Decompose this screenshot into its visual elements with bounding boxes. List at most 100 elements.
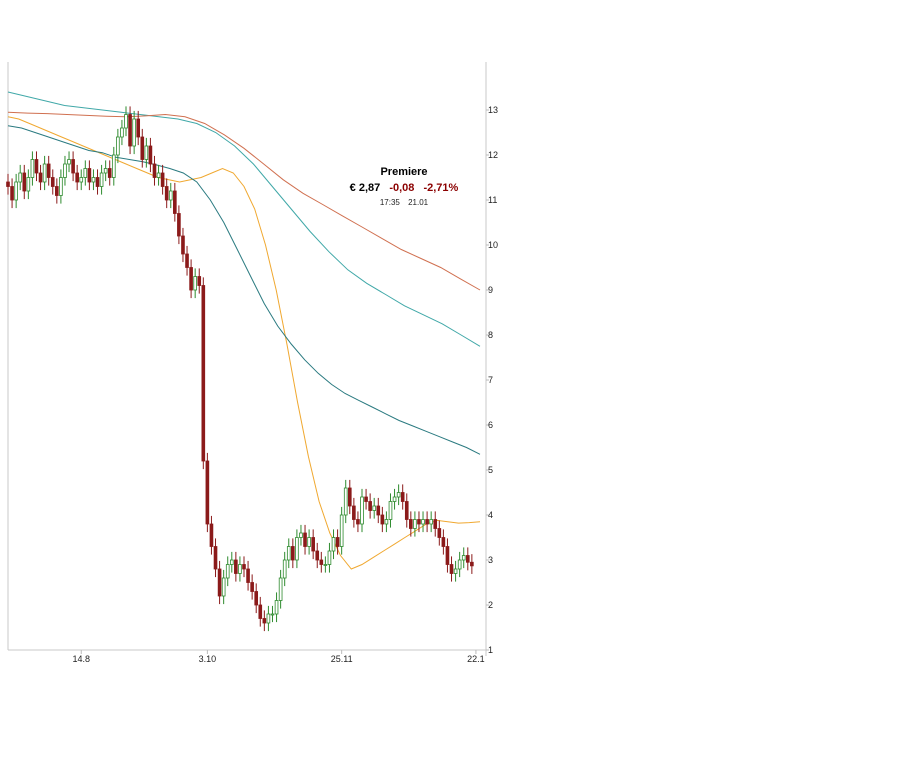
candle-body	[376, 505, 381, 516]
candle-body	[185, 253, 189, 268]
candle-body	[254, 591, 259, 606]
candle-body	[441, 537, 446, 547]
candle-body	[34, 159, 39, 174]
candle-body	[193, 276, 197, 291]
candle-body	[449, 564, 454, 574]
candle-body	[63, 163, 67, 178]
y-tick-label: 2	[488, 600, 493, 610]
candle-body	[303, 532, 307, 547]
candle-body	[278, 577, 283, 601]
candle-body	[225, 564, 230, 579]
y-tick-label: 1	[488, 645, 493, 655]
price-change-percent: -2,71%	[423, 182, 459, 194]
candle-body	[42, 163, 47, 183]
candle-body	[177, 213, 181, 237]
candle-body	[71, 159, 75, 174]
candle-body	[26, 177, 31, 192]
candle-body	[181, 235, 185, 255]
candle-body	[14, 181, 18, 201]
y-tick-label: 12	[488, 150, 498, 160]
y-tick-label: 4	[488, 510, 493, 520]
candle-body	[262, 618, 267, 624]
candle-body	[404, 501, 409, 520]
candle-body	[18, 172, 23, 183]
x-tick-label: 14.8	[72, 654, 90, 664]
candle-body	[197, 276, 202, 286]
candle-body	[307, 537, 311, 547]
candle-body	[266, 613, 271, 624]
candle-body	[286, 546, 291, 561]
candle-body	[335, 537, 340, 547]
candle-body	[274, 600, 279, 615]
candle-body	[319, 559, 324, 565]
y-tick-label: 9	[488, 285, 493, 295]
candle-body	[339, 514, 344, 547]
candle-body	[116, 136, 120, 156]
candle-body	[55, 186, 59, 196]
candle-body	[221, 577, 226, 597]
quote-date: 21.01	[408, 198, 429, 207]
moving-average-line-1	[7, 116, 481, 570]
candle-body	[291, 546, 295, 561]
y-tick-label: 3	[488, 555, 493, 565]
candle-body	[152, 163, 157, 178]
candle-body	[107, 168, 112, 178]
moving-average-line-3	[7, 91, 481, 347]
y-tick-label: 8	[488, 330, 493, 340]
candle-body	[368, 501, 372, 511]
y-tick-label: 5	[488, 465, 493, 475]
candle-body	[315, 550, 320, 561]
candle-body	[128, 114, 132, 147]
candle-body	[270, 613, 275, 616]
candle-body	[445, 546, 450, 565]
candle-body	[213, 546, 218, 570]
candle-body	[421, 519, 425, 525]
quote-time: 17:35	[379, 198, 400, 207]
candle-body	[189, 267, 193, 291]
candle-body	[453, 568, 458, 574]
candle-body	[83, 168, 88, 178]
candle-body	[396, 492, 401, 498]
candle-body	[380, 514, 385, 525]
candle-body	[124, 114, 128, 129]
candle-body	[132, 118, 136, 147]
candle-body	[400, 492, 405, 502]
candle-body	[95, 177, 100, 187]
candle-body	[10, 186, 14, 201]
candle-body	[46, 163, 51, 178]
candle-body	[331, 537, 336, 552]
candle-body	[164, 186, 169, 201]
candle-body	[384, 519, 389, 525]
candle-body	[425, 519, 429, 525]
candle-body	[347, 487, 352, 507]
candle-body	[323, 564, 328, 566]
candle-body	[144, 145, 149, 160]
candle-body	[364, 496, 368, 502]
x-tick-label: 3.10	[199, 654, 217, 664]
candle-body	[282, 559, 287, 579]
candle-body	[205, 460, 210, 525]
quote-row: € 2,87 -0,08 -2,71%	[340, 182, 468, 194]
candle-body	[343, 487, 348, 516]
candle-body	[79, 177, 84, 183]
moving-average-line-4	[7, 111, 481, 291]
candle-body	[67, 159, 71, 165]
candle-body	[429, 519, 433, 525]
candle-body	[352, 505, 356, 520]
candle-body	[140, 136, 145, 160]
candle-body	[409, 519, 413, 529]
candle-body	[6, 181, 10, 187]
stock-name: Premiere	[380, 166, 428, 178]
candle-body	[299, 532, 303, 538]
candle-body	[30, 159, 35, 178]
candle-body	[156, 172, 161, 178]
candle-body	[87, 168, 92, 183]
candle-body	[327, 550, 332, 565]
candle-body	[295, 537, 299, 561]
candle-body	[311, 537, 315, 552]
candle-body	[258, 604, 263, 619]
y-tick-label: 11	[488, 195, 497, 205]
candle-body	[160, 172, 165, 187]
candle-body	[417, 519, 421, 525]
